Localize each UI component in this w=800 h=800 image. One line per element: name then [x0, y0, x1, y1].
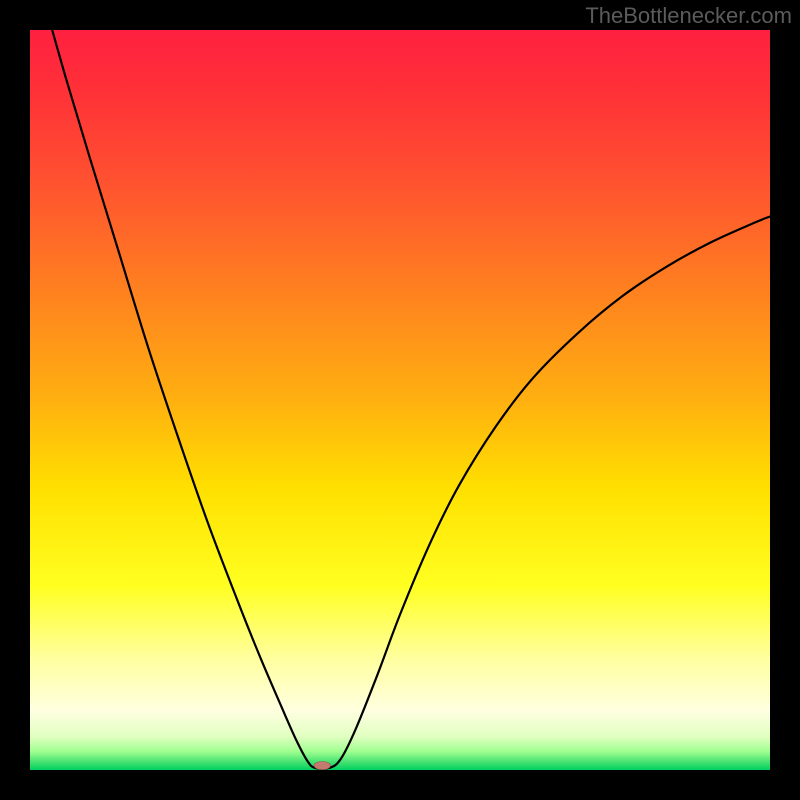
chart-container: TheBottlenecker.com	[0, 0, 800, 800]
plot-gradient-background	[30, 30, 770, 770]
watermark-text: TheBottlenecker.com	[585, 3, 792, 29]
bottleneck-chart	[0, 0, 800, 800]
optimal-point-marker	[314, 761, 330, 769]
